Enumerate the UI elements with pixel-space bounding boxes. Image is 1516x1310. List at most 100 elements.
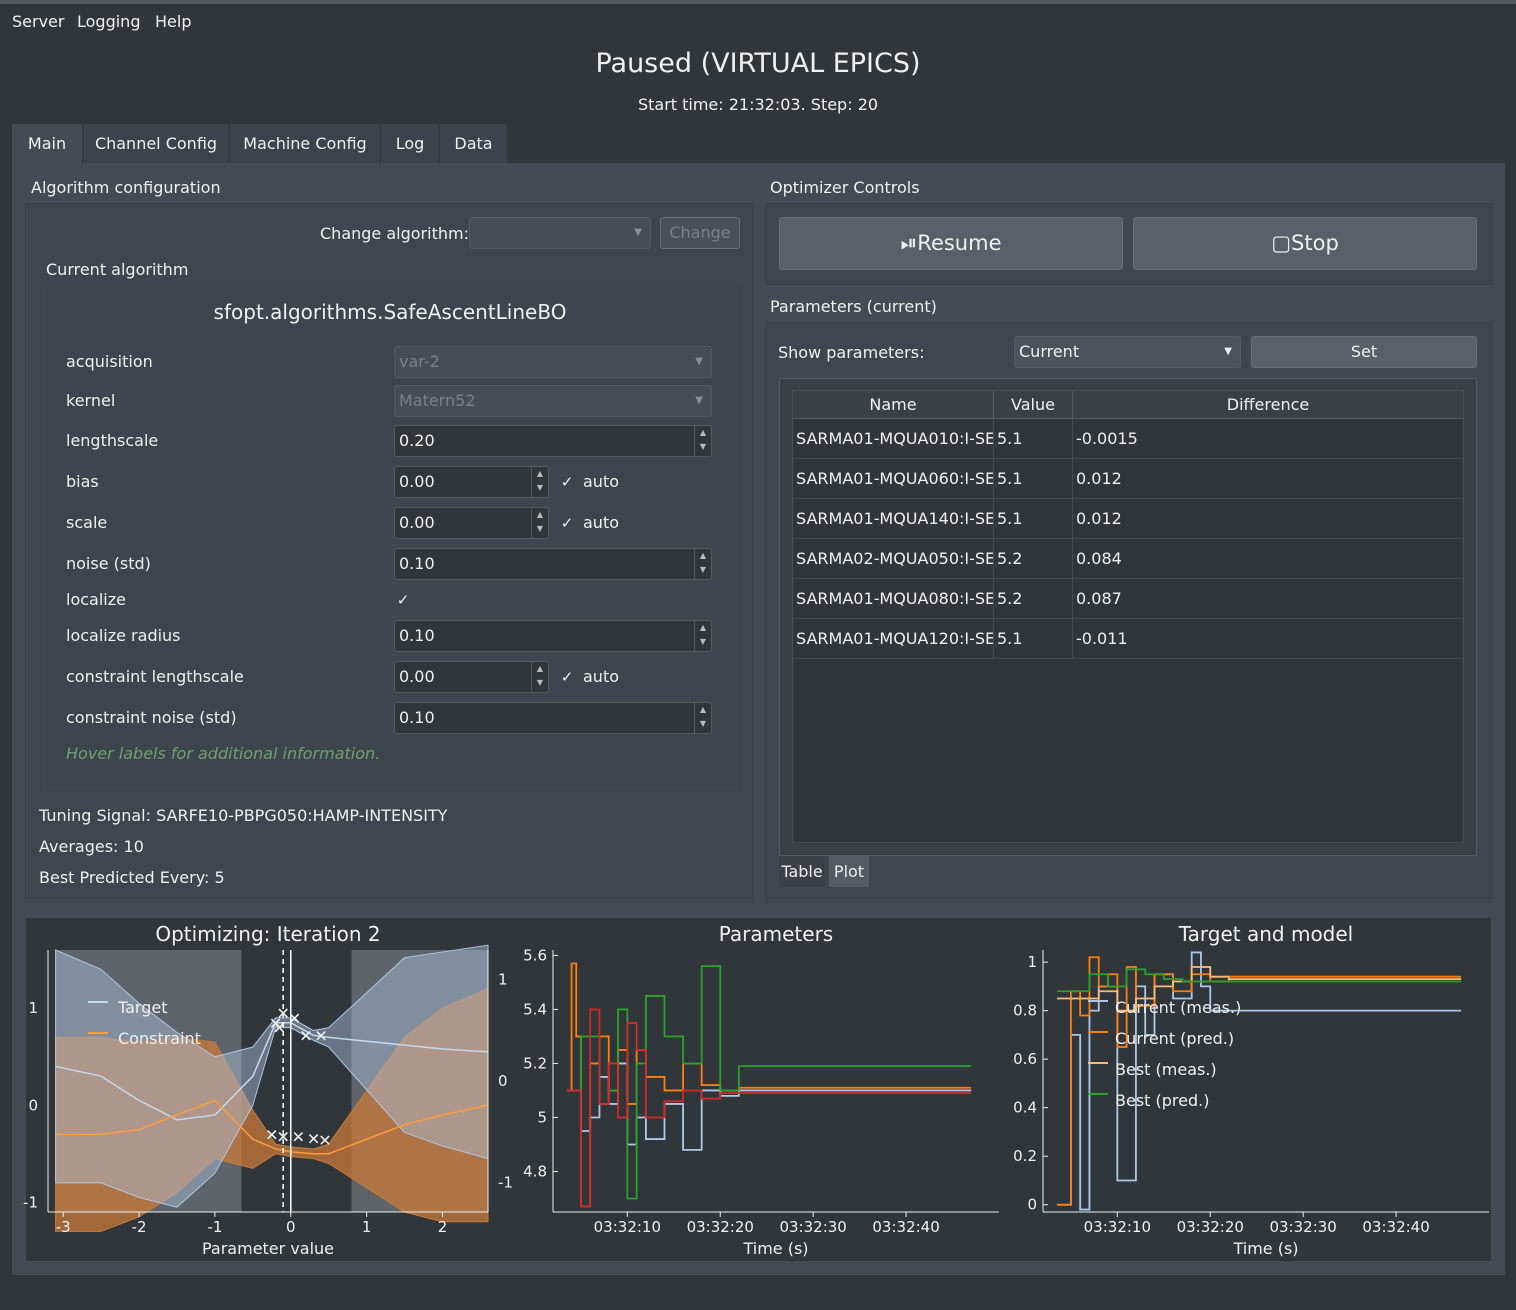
scale-auto-checkbox[interactable]: ✓	[560, 514, 574, 532]
noise-input[interactable]: 0.10 ▲ ▼	[394, 548, 712, 580]
col-value[interactable]: Value	[994, 391, 1073, 419]
kernel-value: Matern52	[399, 391, 476, 410]
optimizing-plot-title: Optimizing: Iteration 2	[155, 922, 381, 946]
kernel-select[interactable]: Matern52 ▼	[394, 385, 712, 417]
menu-server[interactable]: Server	[12, 12, 65, 31]
y-tick-label: 0.6	[1013, 1050, 1037, 1068]
x-tick-label: 0	[286, 1218, 296, 1236]
y-tick-label: 1	[28, 999, 38, 1017]
chevron-down-icon: ▼	[695, 395, 703, 406]
col-name[interactable]: Name	[793, 391, 994, 419]
bias-auto-label: auto	[583, 472, 620, 491]
bias-auto-checkbox[interactable]: ✓	[560, 473, 574, 491]
menu-bar: Server Logging Help	[0, 0, 1516, 34]
x-axis-label: Time (s)	[1232, 1239, 1298, 1258]
radius-value: 0.10	[399, 626, 435, 645]
show-parameters-value: Current	[1019, 342, 1080, 361]
legend-item: Current (pred.)	[1115, 1029, 1234, 1048]
tab-plot[interactable]: Plot	[829, 856, 869, 887]
table-cell: SARMA01-MQUA120:I-SET	[793, 619, 994, 659]
x-tick-label: 03:32:40	[1362, 1218, 1429, 1236]
series-line-1	[1056, 956, 1462, 1206]
tab-machine-config[interactable]: Machine Config	[230, 124, 380, 164]
lengthscale-input[interactable]: 0.20 ▲ ▼	[394, 425, 712, 457]
table-cell: 5.2	[994, 579, 1073, 619]
radius-label: localize radius	[66, 626, 181, 645]
y-tick-label: 5.2	[523, 1054, 547, 1072]
marker-x: ✕	[265, 1125, 278, 1144]
col-difference[interactable]: Difference	[1226, 395, 1310, 414]
kernel-label: kernel	[66, 391, 116, 410]
y2-tick-label: -1	[498, 1173, 513, 1191]
series-line-2	[1056, 966, 1462, 1012]
spin-arrows-icon[interactable]: ▲ ▼	[531, 508, 548, 538]
table-row[interactable]: SARMA02-MQUA050:I-SET 5.2 0.084	[793, 539, 1463, 579]
constraint-band	[55, 988, 489, 1232]
y2-tick-label: 1	[498, 971, 508, 989]
menu-help[interactable]: Help	[155, 12, 192, 31]
set-button[interactable]: Set	[1251, 336, 1477, 368]
marker-x: ✕	[269, 1014, 282, 1033]
marker-x: ✕	[273, 1019, 286, 1038]
table-cell: 5.1	[994, 459, 1073, 499]
constraint-lengthscale-input[interactable]: 0.00 ▲ ▼	[394, 661, 549, 693]
tab-table[interactable]: Table	[779, 856, 825, 887]
marker-x: ✕	[276, 1004, 289, 1023]
y-tick-label: 1	[1027, 953, 1037, 971]
marker-x: ✕	[292, 1127, 305, 1146]
constraint-noise-input[interactable]: 0.10 ▲ ▼	[394, 702, 712, 734]
marker-x: ✕	[307, 1129, 320, 1148]
table-cell: 0.087	[1076, 589, 1122, 608]
tab-data[interactable]: Data	[440, 124, 507, 164]
x-tick-label: 03:32:30	[779, 1218, 846, 1236]
table-header: Name Value Difference	[793, 391, 1463, 419]
radius-input[interactable]: 0.10 ▲ ▼	[394, 620, 712, 652]
bias-input[interactable]: 0.00 ▲ ▼	[394, 466, 549, 498]
best-predicted: Best Predicted Every: 5	[39, 868, 225, 887]
stop-label: Stop	[1291, 231, 1339, 255]
table-row[interactable]: SARMA01-MQUA010:I-SET 5.1 -0.0015	[793, 419, 1463, 459]
x-tick-label: 03:32:40	[872, 1218, 939, 1236]
parameters-title: Parameters (current)	[770, 297, 937, 316]
y-tick-label: -1	[23, 1193, 38, 1211]
change-button[interactable]: Change	[660, 217, 740, 249]
spin-arrows-icon[interactable]: ▲ ▼	[531, 662, 548, 692]
legend-item: Best (meas.)	[1115, 1060, 1217, 1079]
x-tick-label: 03:32:30	[1269, 1218, 1336, 1236]
spin-arrows-icon[interactable]: ▲ ▼	[694, 621, 711, 651]
resume-button[interactable]: ⏯Resume	[779, 217, 1123, 270]
table-row[interactable]: SARMA01-MQUA080:I-SET 5.2 0.087	[793, 579, 1463, 619]
acquisition-select[interactable]: var-2 ▼	[394, 346, 712, 378]
tab-main[interactable]: Main	[12, 124, 82, 164]
table-row[interactable]: SARMA01-MQUA140:I-SET 5.1 0.012	[793, 499, 1463, 539]
localize-checkbox[interactable]: ✓	[396, 591, 410, 609]
table-cell: 0.084	[1076, 549, 1122, 568]
spin-arrows-icon[interactable]: ▲ ▼	[694, 549, 711, 579]
legend-constraint: Constraint	[118, 1029, 201, 1048]
target-plot-title: Target and model	[1178, 922, 1354, 946]
menu-logging[interactable]: Logging	[77, 12, 141, 31]
series-line-3	[1056, 968, 1462, 993]
scale-input[interactable]: 0.00 ▲ ▼	[394, 507, 549, 539]
spin-arrows-icon[interactable]: ▲ ▼	[694, 703, 711, 733]
constraint-lengthscale-auto-checkbox[interactable]: ✓	[560, 668, 574, 686]
x-tick-label: -3	[56, 1218, 71, 1236]
legend-item: Best (pred.)	[1115, 1091, 1209, 1110]
spin-arrows-icon[interactable]: ▲ ▼	[694, 426, 711, 456]
tuning-signal: Tuning Signal: SARFE10-PBPG050:HAMP-INTE…	[39, 806, 448, 825]
change-algorithm-label: Change algorithm:	[320, 224, 469, 243]
marker-x: ✕	[318, 1131, 331, 1150]
table-row[interactable]: SARMA01-MQUA060:I-SET 5.1 0.012	[793, 459, 1463, 499]
table-cell: 0.012	[1076, 509, 1122, 528]
tab-log[interactable]: Log	[381, 124, 439, 164]
spin-arrows-icon[interactable]: ▲ ▼	[531, 467, 548, 497]
change-algorithm-select[interactable]: ▼	[469, 217, 651, 249]
tab-channel-config[interactable]: Channel Config	[83, 124, 229, 164]
table-cell: -0.011	[1076, 629, 1128, 648]
parameters-plot-title: Parameters	[718, 922, 834, 946]
constraint-lengthscale-label: constraint lengthscale	[66, 667, 244, 686]
table-row[interactable]: SARMA01-MQUA120:I-SET 5.1 -0.011	[793, 619, 1463, 659]
show-parameters-select[interactable]: Current ▼	[1014, 336, 1241, 368]
stop-button[interactable]: ▢Stop	[1133, 217, 1477, 270]
lengthscale-label: lengthscale	[66, 431, 159, 450]
